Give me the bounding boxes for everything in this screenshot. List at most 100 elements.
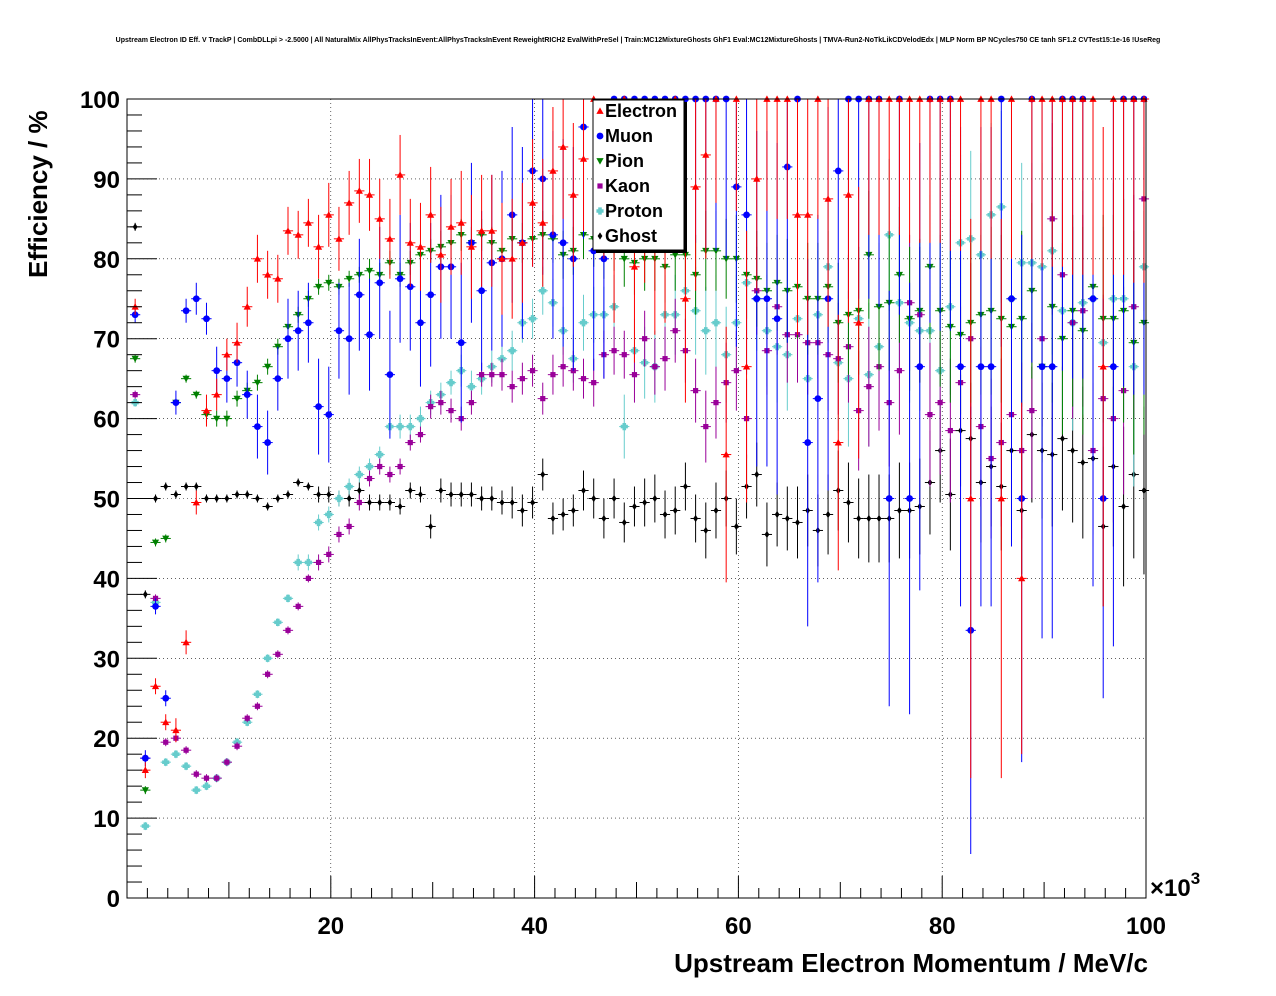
muon-point [773, 315, 781, 323]
ghost-point [346, 494, 352, 503]
proton-point [355, 470, 363, 479]
pion-point [253, 379, 262, 387]
muon-point [1008, 295, 1015, 303]
kaon-point [713, 400, 719, 406]
muon-point [366, 331, 373, 339]
muon-point [1089, 295, 1097, 303]
muon-point [957, 363, 964, 371]
ghost-point [703, 526, 709, 535]
kaon-point [183, 747, 189, 753]
ghost-point [316, 490, 321, 499]
electron-point [162, 718, 170, 726]
electron-point [844, 191, 853, 198]
electron-point [376, 215, 384, 222]
proton-point [172, 750, 180, 758]
electron-point [213, 391, 221, 398]
x-tick-label: 40 [521, 913, 548, 940]
ghost-point [733, 522, 739, 531]
ghost-point [693, 514, 699, 523]
electron-point [793, 211, 802, 218]
x-exponent-base: ×10 [1150, 875, 1191, 902]
muon-point [294, 327, 302, 335]
muon-point [834, 167, 842, 175]
kaon-point [244, 715, 250, 721]
ghost-point [377, 498, 383, 507]
electron-point [579, 155, 588, 162]
ghost-point [397, 502, 403, 511]
x-tick-label: 80 [929, 913, 956, 940]
electron-point [223, 351, 231, 358]
kaon-point [937, 400, 943, 406]
proton-point [447, 379, 455, 387]
electron-point [355, 187, 363, 194]
ghost-point [825, 510, 831, 519]
muon-point [203, 315, 210, 323]
electron-point [172, 726, 180, 734]
kaon-point [336, 531, 342, 538]
pion-point [325, 279, 333, 287]
kaon-point [356, 499, 362, 506]
legend-box [592, 99, 685, 251]
proton-point [141, 822, 149, 830]
electron-point [539, 219, 547, 226]
pion-point [151, 539, 160, 547]
legend-label-electron: Electron [605, 101, 677, 121]
kaon-point [947, 427, 953, 434]
muon-point [1038, 363, 1046, 371]
pion-point [314, 283, 323, 291]
electron-point [528, 199, 537, 206]
ghost-point [305, 482, 311, 491]
muon-point [162, 694, 170, 702]
ghost-point [489, 494, 495, 503]
kaon-point [529, 368, 536, 374]
x-tick-label: 20 [317, 913, 344, 940]
ghost-point [1121, 502, 1126, 511]
muon-point [457, 339, 465, 347]
muon-point [549, 231, 557, 239]
muon-point [376, 279, 384, 287]
kaon-point [489, 372, 495, 378]
ghost-point [448, 490, 454, 499]
ghost-point [234, 490, 240, 499]
ghost-point [591, 494, 597, 503]
electron-point [508, 255, 516, 262]
legend-label-ghost: Ghost [605, 226, 657, 246]
y-tick-label: 0 [107, 886, 120, 913]
kaon-point [428, 404, 434, 410]
data-points [130, 95, 1150, 855]
legend-marker-electron [596, 107, 604, 114]
ghost-point [560, 510, 566, 519]
kaon-point [377, 463, 383, 470]
pion-point [192, 391, 200, 399]
electron-point [753, 175, 761, 182]
ghost-point [652, 494, 658, 503]
kaon-point [265, 671, 271, 677]
kaon-point [285, 627, 291, 633]
electron-point [692, 183, 700, 190]
x-exponent-power: 3 [1191, 869, 1200, 888]
kaon-point [927, 412, 933, 418]
muon-point [172, 399, 180, 407]
ghost-point [285, 490, 291, 499]
ghost-point [428, 522, 434, 531]
electron-point [722, 450, 730, 458]
ghost-point [632, 502, 637, 511]
ghost-point [255, 494, 260, 503]
electron-point [151, 682, 160, 690]
electron-point [498, 255, 506, 262]
ghost-point [846, 498, 851, 507]
muon-point [264, 439, 272, 446]
electron-point [824, 195, 832, 202]
ghost-point [193, 482, 199, 491]
kaon-point [468, 400, 475, 406]
y-tick-label: 40 [93, 566, 120, 593]
ghost-point [754, 470, 760, 479]
proton-point [406, 422, 414, 431]
electron-point [488, 227, 496, 234]
muon-point [1048, 363, 1056, 371]
proton-point [416, 415, 425, 423]
electron-point [284, 227, 292, 234]
legend-marker-proton [596, 207, 604, 215]
pion-point [345, 275, 353, 283]
muon-point [906, 495, 913, 502]
